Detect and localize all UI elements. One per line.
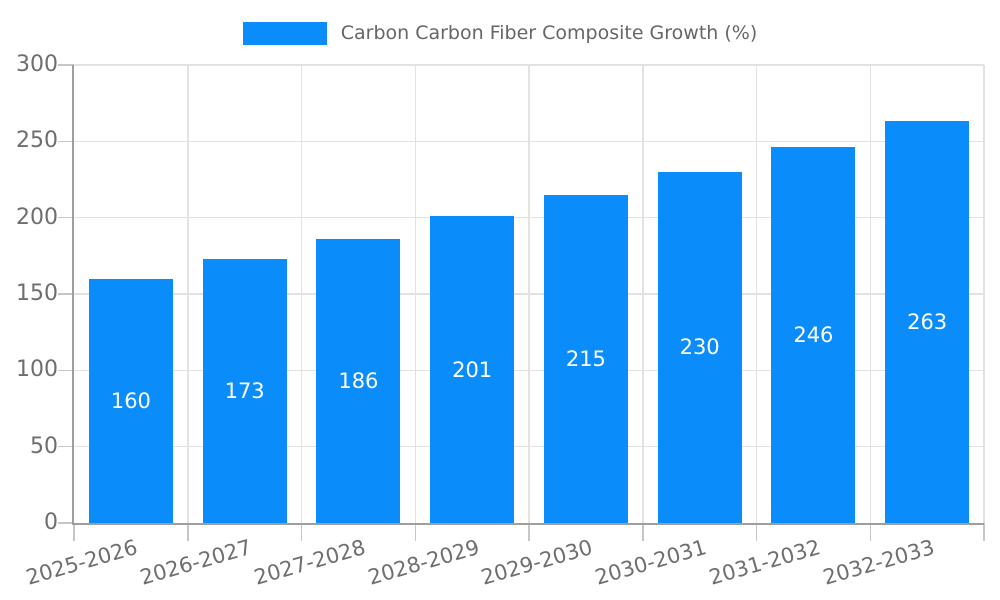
gridline-v <box>983 65 985 523</box>
y-axis-tick <box>58 369 74 372</box>
x-tick-label: 2031-2032 <box>706 535 823 590</box>
bar-value-label: 186 <box>338 369 379 393</box>
bar[interactable]: 215 <box>543 194 628 523</box>
legend-label: Carbon Carbon Fiber Composite Growth (%) <box>340 22 758 44</box>
x-tick-label: 2029-2030 <box>478 535 596 590</box>
gridline-v <box>869 65 871 523</box>
bar[interactable]: 230 <box>657 171 742 523</box>
bar[interactable]: 246 <box>771 147 856 523</box>
bar[interactable]: 173 <box>202 258 287 523</box>
gridline-v <box>642 65 644 523</box>
y-tick-label: 0 <box>44 510 58 535</box>
x-axis-line <box>72 523 984 525</box>
chart-legend: Carbon Carbon Fiber Composite Growth (%) <box>0 22 1000 45</box>
y-tick-label: 50 <box>30 433 58 459</box>
bar-value-label: 160 <box>110 388 151 413</box>
bar-value-label: 215 <box>565 346 606 371</box>
x-tick-label: 2027-2028 <box>251 535 368 590</box>
bar-value-label: 246 <box>793 323 834 348</box>
legend-swatch-icon <box>242 22 327 45</box>
bar[interactable]: 160 <box>88 278 173 523</box>
x-tick-label: 2032-2033 <box>820 535 937 590</box>
y-tick-label: 300 <box>16 52 58 77</box>
y-tick-label: 150 <box>16 281 58 306</box>
x-axis-tick <box>414 523 416 541</box>
bar[interactable]: 186 <box>316 239 401 523</box>
gridline-v <box>755 65 758 523</box>
x-axis-tick <box>528 523 530 541</box>
legend-item[interactable]: Carbon Carbon Fiber Composite Growth (%) <box>242 22 758 45</box>
x-axis-tick <box>73 523 75 541</box>
x-axis-tick <box>755 523 758 541</box>
bar-value-label: 173 <box>224 378 265 403</box>
x-axis-tick <box>869 523 871 541</box>
x-tick-label: 2025-2026 <box>23 535 141 590</box>
x-axis-tick <box>642 523 644 541</box>
y-tick-label: 250 <box>16 128 58 154</box>
y-axis-tick <box>58 522 74 524</box>
y-axis-line <box>72 65 74 525</box>
y-tick-label: 200 <box>16 204 58 230</box>
bar-value-label: 263 <box>907 310 948 335</box>
y-axis-tick <box>58 445 74 448</box>
y-axis-tick <box>58 140 74 143</box>
x-tick-label: 2026-2027 <box>137 535 255 590</box>
bar-value-label: 230 <box>679 335 720 360</box>
x-tick-label: 2028-2029 <box>365 535 482 590</box>
x-axis-tick <box>983 523 985 541</box>
bar[interactable]: 263 <box>885 121 970 523</box>
x-axis-tick <box>187 523 189 541</box>
y-tick-label: 100 <box>16 357 58 383</box>
y-axis-tick <box>58 216 74 219</box>
bar[interactable]: 201 <box>430 216 515 523</box>
x-axis-tick <box>300 523 303 541</box>
y-axis-tick <box>58 293 74 295</box>
gridline-v <box>414 65 416 523</box>
bar-value-label: 201 <box>452 357 493 382</box>
gridline-v <box>300 65 303 523</box>
y-axis-tick <box>58 64 74 66</box>
gridline-v <box>187 65 189 523</box>
gridline-v <box>528 65 530 523</box>
x-tick-label: 2030-2031 <box>592 535 710 590</box>
